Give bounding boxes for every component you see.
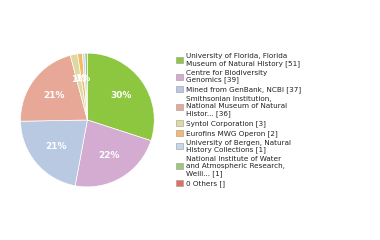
Wedge shape <box>21 55 87 121</box>
Wedge shape <box>75 120 151 187</box>
Wedge shape <box>78 53 87 120</box>
Legend: University of Florida, Florida
Museum of Natural History [51], Centre for Biodiv: University of Florida, Florida Museum of… <box>175 52 302 188</box>
Text: 21%: 21% <box>45 142 66 151</box>
Text: 1%: 1% <box>75 74 90 83</box>
Wedge shape <box>87 53 154 141</box>
Text: 30%: 30% <box>110 91 131 100</box>
Text: 1%: 1% <box>71 75 87 84</box>
Text: 21%: 21% <box>44 90 65 100</box>
Wedge shape <box>21 120 87 186</box>
Wedge shape <box>85 53 87 120</box>
Wedge shape <box>70 54 87 120</box>
Wedge shape <box>82 53 87 120</box>
Text: 22%: 22% <box>98 151 119 160</box>
